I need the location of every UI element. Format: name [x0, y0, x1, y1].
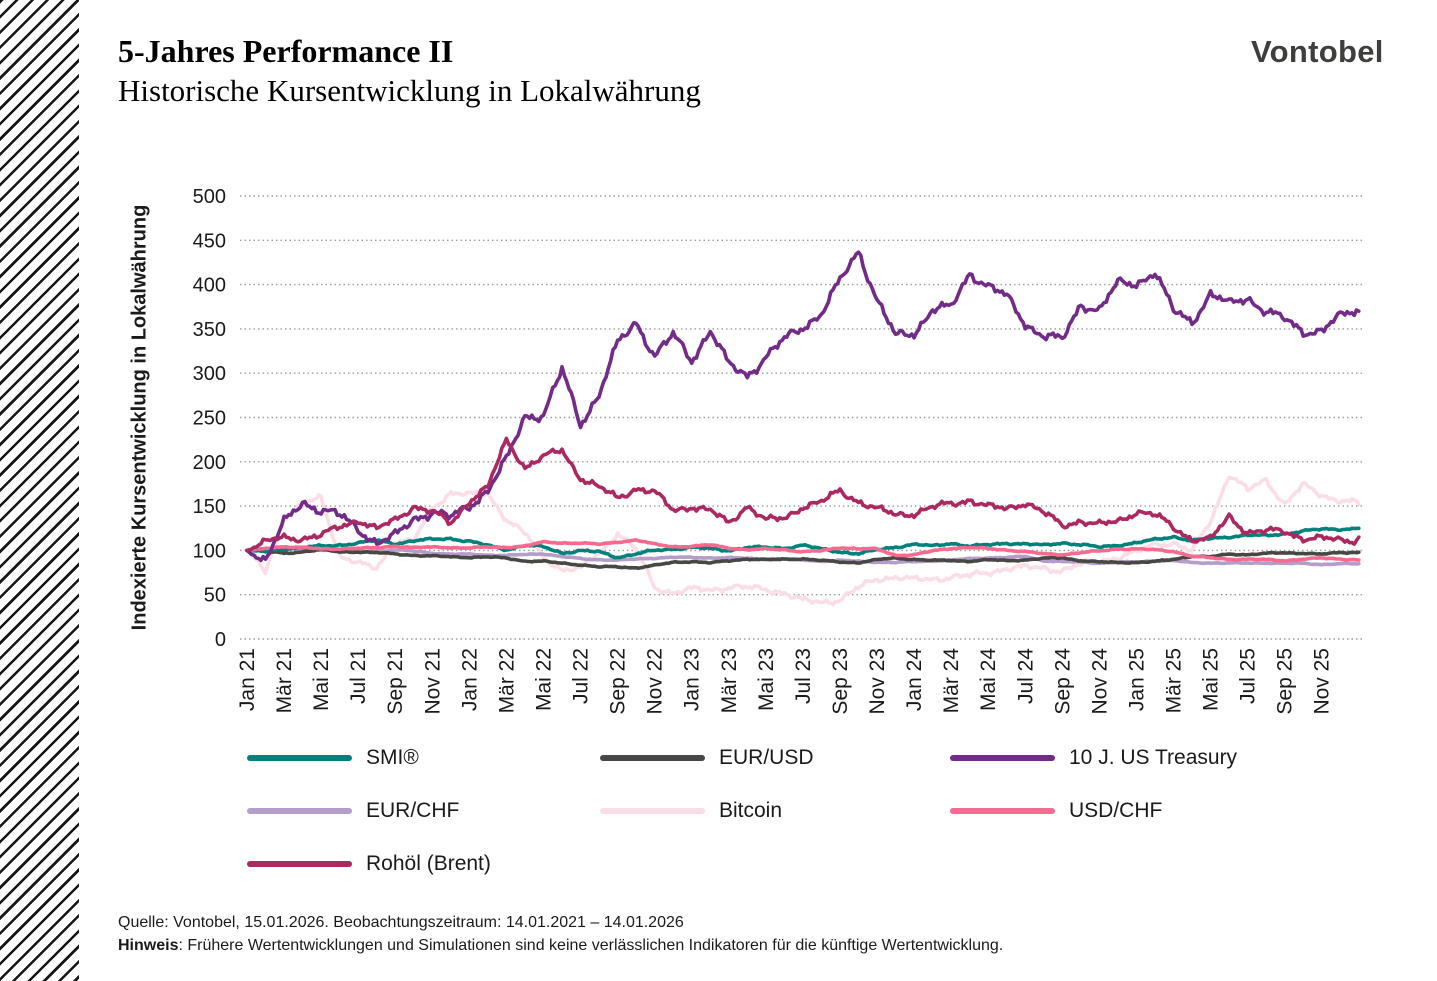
footer-note-line: Hinweis: Frühere Wertentwicklungen und S… [118, 934, 1003, 957]
x-tick-label: Nov 24 [1088, 648, 1111, 715]
x-tick-label: Sep 23 [829, 648, 852, 715]
legend-item-label: Rohöl (Brent) [366, 852, 491, 875]
legend-item-label: 10 J. US Treasury [1069, 746, 1238, 769]
y-tick-label: 200 [193, 452, 226, 474]
x-tick-label: Mai 25 [1200, 648, 1223, 711]
legend-item-label: EUR/USD [719, 746, 814, 769]
chart-legend: SMI® EUR/USD 10 J. US Treasury EUR/CHF Bitco… [247, 746, 1397, 876]
x-tick-label: Mai 22 [533, 648, 556, 711]
source-text: Quelle: Vontobel, 15.01.2026. Beobachtun… [118, 914, 684, 931]
legend-item-label: EUR/CHF [366, 799, 460, 822]
legend-swatch [247, 861, 352, 867]
x-axis-ticks: Jan 21 Mär 21 Mai 21 Jul 21 Sep 21 Nov 21 Jan … [236, 648, 1334, 715]
y-axis-ticks: 0 50 100 150 200 250 300 350 400 450 500 [193, 186, 226, 651]
legend-swatch [247, 808, 352, 814]
note-text: : Frühere Wertentwicklungen und Simulati… [178, 937, 1004, 954]
series-line-bitcoin [245, 475, 1361, 607]
y-tick-label: 50 [204, 585, 226, 607]
legend-swatch [247, 755, 352, 761]
gridlines [240, 195, 1362, 640]
x-tick-label: Mär 22 [495, 648, 518, 713]
y-tick-label: 500 [193, 186, 226, 208]
y-tick-label: 450 [193, 230, 226, 252]
x-tick-label: Sep 24 [1051, 648, 1074, 715]
x-tick-label: Mai 24 [977, 648, 1000, 711]
x-tick-label: Mär 24 [940, 648, 963, 714]
y-tick-label: 300 [193, 363, 226, 385]
page-subtitle: Historische Kursentwicklung in Lokalwähr… [118, 73, 701, 108]
series-line-usd-chf [245, 538, 1361, 563]
legend-item-eur-usd: EUR/USD [600, 746, 950, 770]
y-tick-label: 0 [215, 629, 226, 651]
x-tick-label: Mai 21 [310, 648, 333, 711]
x-tick-label: Nov 25 [1311, 648, 1334, 715]
y-tick-label: 100 [193, 540, 226, 562]
legend-item-label: Bitcoin [719, 799, 783, 822]
legend-item-roh-l-brent: Rohöl (Brent) [247, 852, 600, 876]
legend-item-usd-chf: USD/CHF [950, 799, 1397, 823]
x-tick-label: Nov 23 [866, 648, 889, 715]
y-tick-label: 400 [193, 275, 226, 297]
legend-item-eur-chf: EUR/CHF [247, 799, 600, 823]
x-tick-label: Mär 21 [273, 648, 296, 713]
x-tick-label: Jul 21 [347, 648, 370, 704]
legend-item-label: SMI® [366, 746, 419, 769]
x-tick-label: Jan 21 [236, 648, 259, 711]
x-tick-label: Mai 23 [755, 648, 778, 711]
decorative-diagonal-stripes [0, 0, 79, 981]
x-tick-label: Mär 23 [718, 648, 741, 713]
x-tick-label: Jan 22 [458, 648, 481, 711]
y-tick-label: 150 [193, 496, 226, 518]
x-tick-label: Jul 24 [1014, 648, 1037, 704]
x-tick-label: Jan 23 [681, 648, 704, 711]
header: 5-Jahres Performance II Historische Kurs… [118, 33, 701, 109]
x-tick-label: Jan 25 [1125, 648, 1148, 711]
legend-item-label: USD/CHF [1069, 799, 1163, 822]
x-tick-label: Jul 25 [1237, 648, 1260, 704]
y-tick-label: 350 [193, 319, 226, 341]
page-title: 5-Jahres Performance II [118, 33, 454, 69]
y-tick-label: 250 [193, 408, 226, 430]
x-tick-label: Sep 22 [607, 648, 630, 715]
legend-swatch [600, 755, 705, 761]
legend-item-bitcoin: Bitcoin [600, 799, 950, 823]
x-tick-label: Jan 24 [903, 648, 926, 711]
x-tick-label: Jul 22 [570, 648, 593, 704]
x-tick-label: Nov 21 [421, 648, 444, 715]
series-lines [245, 250, 1361, 607]
x-tick-label: Nov 22 [644, 648, 667, 715]
legend-item-smi: SMI® [247, 746, 600, 770]
x-tick-label: Jul 23 [792, 648, 815, 704]
legend-swatch [600, 808, 705, 814]
x-tick-label: Sep 25 [1274, 648, 1297, 715]
footer: Quelle: Vontobel, 15.01.2026. Beobachtun… [118, 911, 1003, 957]
x-tick-label: Mär 25 [1163, 648, 1186, 713]
series-line-smi [245, 526, 1361, 560]
x-tick-label: Sep 21 [384, 648, 407, 715]
legend-swatch [950, 808, 1055, 814]
series-line-eur-usd [245, 547, 1361, 570]
vontobel-logo: Vontobel [1251, 34, 1384, 69]
footer-source-line: Quelle: Vontobel, 15.01.2026. Beobachtun… [118, 911, 1003, 934]
legend-item-10-j-us-treasury: 10 J. US Treasury [950, 746, 1397, 770]
legend-swatch [950, 755, 1055, 761]
note-label: Hinweis [118, 937, 179, 954]
series-line-10-j-us-treasury [245, 250, 1361, 563]
series-line-roh-l-brent [245, 436, 1361, 553]
